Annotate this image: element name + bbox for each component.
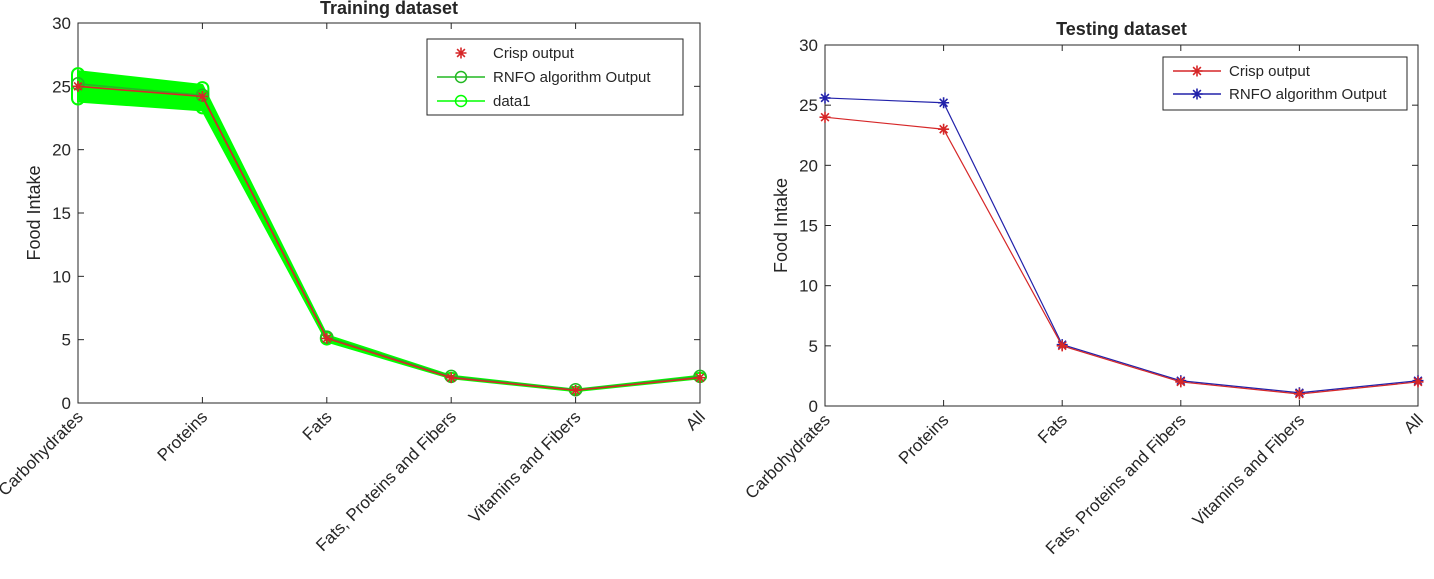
y-tick-label: 15 <box>52 204 71 223</box>
legend-entry-2: RNFO algorithm Output <box>437 69 651 86</box>
data-point <box>1056 340 1068 352</box>
legend: Crisp output RNFO algorithm Output <box>1162 56 1408 111</box>
legend-marker <box>1191 88 1203 100</box>
x-tick-label: Fats, Proteins and Fibers <box>312 407 460 555</box>
y-tick-label: 25 <box>799 96 818 115</box>
x-tick-label: Proteins <box>154 407 212 465</box>
legend-box <box>1162 56 1408 111</box>
data-point <box>196 90 208 102</box>
y-tick-label: 25 <box>52 77 71 96</box>
chart-2: 0 5 10 15 20 25 30 Carbohydrates Proteins FatsFat… <box>742 19 1427 558</box>
data-point <box>1175 376 1187 388</box>
legend-marker <box>454 94 468 108</box>
data-point <box>321 332 333 344</box>
y-tick-label: 5 <box>809 337 818 356</box>
y-tick-label: 0 <box>809 397 818 416</box>
data-point <box>570 384 582 396</box>
legend: Crisp output RNFO algorithm Output data1 <box>426 38 684 116</box>
x-tick-label: Carbohydrates <box>742 410 834 502</box>
legend-marker <box>1191 65 1203 77</box>
legend-entry-1: Crisp output <box>1173 63 1311 80</box>
data-point <box>1293 388 1305 400</box>
x-tick-label: Fats, Proteins and Fibers <box>1042 410 1190 558</box>
y-tick-label: 20 <box>52 141 71 160</box>
y-tick-label: 20 <box>799 156 818 175</box>
series-1 <box>819 111 1424 400</box>
y-axis-label: Food Intake <box>24 165 44 260</box>
y-tick-label: 15 <box>799 217 818 236</box>
data-point <box>819 111 831 123</box>
series-line <box>824 116 1419 395</box>
legend-label: RNFO algorithm Output <box>1229 86 1387 103</box>
x-tick-label: All <box>1400 410 1427 437</box>
y-axis-label: Food Intake <box>771 178 791 273</box>
legend-marker <box>454 70 468 84</box>
legend-marker <box>455 47 467 59</box>
x-tick-label: Vitamins and Fibers <box>465 407 584 526</box>
chart-title: Training dataset <box>320 0 458 18</box>
y-tick-label: 30 <box>799 36 818 55</box>
data-point <box>938 97 950 109</box>
x-tick-label: Carbohydrates <box>0 407 87 499</box>
y-tick-label: 0 <box>62 394 71 413</box>
legend-label: RNFO algorithm Output <box>493 69 651 86</box>
legend-label: data1 <box>493 93 531 110</box>
x-tick-label: Vitamins and Fibers <box>1189 410 1308 529</box>
y-tick-label: 5 <box>62 331 71 350</box>
data-point <box>445 372 457 384</box>
y-tick-label: 10 <box>52 267 71 286</box>
x-tick-label: All <box>682 407 709 434</box>
legend-entry-1: Crisp output <box>455 45 575 62</box>
legend-label: Crisp output <box>1229 63 1311 80</box>
series-1 <box>72 80 706 396</box>
data-point <box>938 123 950 135</box>
legend-entry-2: RNFO algorithm Output <box>1173 86 1387 103</box>
data-point <box>72 80 84 92</box>
chart-title: Testing dataset <box>1056 19 1187 39</box>
chart-1: 0 5 10 15 20 25 30 Carbohydrates Proteins FatsFat… <box>0 0 709 555</box>
x-tick-label: Proteins <box>895 410 953 468</box>
data-point <box>819 92 831 104</box>
data-point <box>1412 376 1424 388</box>
y-tick-label: 10 <box>799 277 818 296</box>
series-line <box>77 85 701 392</box>
legend-label: Crisp output <box>493 45 575 62</box>
series-line <box>824 97 1419 394</box>
data-point <box>694 372 706 384</box>
legend-entry-3: data1 <box>437 93 531 110</box>
x-tick-label: Fats <box>1034 410 1071 447</box>
y-tick-label: 30 <box>52 14 71 33</box>
x-tick-label: Fats <box>299 407 336 444</box>
